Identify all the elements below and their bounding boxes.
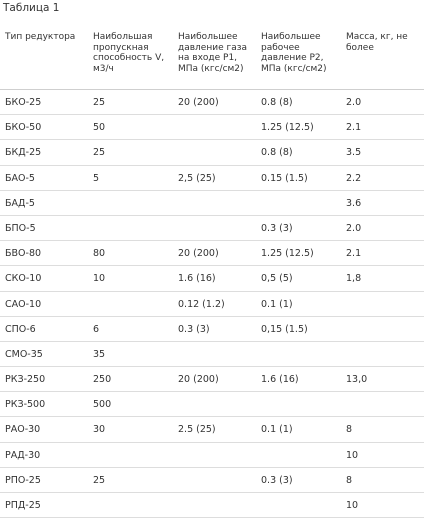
cell-reducer-type: БАО-5 — [5, 172, 35, 184]
cell-mass: 10 — [346, 449, 359, 461]
table-row: БВО-80 80 20 (200) 1.25 (12.5) 2.1 — [0, 241, 424, 267]
table-row: РКЗ-500 500 — [0, 392, 424, 418]
cell-max-inlet-pressure: 0.3 (3) — [178, 323, 210, 335]
cell-max-working-pressure: 1.25 (12.5) — [261, 248, 314, 260]
table-row: САО-10 0.12 (1.2) 0.1 (1) — [0, 292, 424, 317]
table-body: БКО-25 25 20 (200) 0.8 (8) 2.0 БКО-50 50 1.25 (… — [0, 90, 424, 518]
table-row: РПД-25 10 — [0, 493, 424, 518]
cell-max-working-pressure: 0.3 (3) — [261, 474, 293, 486]
cell-max-working-pressure: 0,15 (1.5) — [261, 323, 308, 335]
table-header-row: Тип редуктора Наибольшая пропускная спос… — [0, 24, 424, 90]
cell-max-capacity: 25 — [93, 147, 106, 159]
header-max-working-pressure: Наибольшее рабочее давление Р2, МПа (кгс… — [261, 32, 327, 74]
cell-max-inlet-pressure: 1.6 (16) — [178, 273, 216, 285]
cell-max-capacity: 25 — [93, 97, 106, 108]
cell-mass: 2.1 — [346, 248, 362, 260]
cell-mass: 2.0 — [346, 222, 362, 234]
cell-mass: 2.1 — [346, 122, 362, 134]
header-reducer-type: Тип редуктора — [5, 32, 76, 42]
cell-max-working-pressure: 0.15 (1.5) — [261, 172, 308, 184]
cell-max-working-pressure: 0.8 (8) — [261, 147, 293, 159]
cell-reducer-type: РАО-30 — [5, 424, 41, 436]
table-row: БАД-5 3.6 — [0, 191, 424, 216]
cell-max-working-pressure: 0.8 (8) — [261, 97, 293, 108]
cell-max-working-pressure: 0.1 (1) — [261, 298, 293, 310]
cell-mass: 2.0 — [346, 97, 362, 108]
cell-max-capacity: 500 — [93, 399, 112, 411]
cell-max-capacity: 25 — [93, 474, 106, 486]
cell-mass: 3.6 — [346, 197, 362, 209]
cell-reducer-type: БАД-5 — [5, 197, 35, 209]
cell-max-capacity: 5 — [93, 172, 100, 184]
cell-max-working-pressure: 0,5 (5) — [261, 273, 293, 285]
cell-max-working-pressure: 0.1 (1) — [261, 424, 293, 436]
table-row: БКО-50 50 1.25 (12.5) 2.1 — [0, 115, 424, 141]
table-row: РКЗ-250 250 20 (200) 1.6 (16) 13,0 — [0, 367, 424, 393]
table-row: БПО-5 0.3 (3) 2.0 — [0, 216, 424, 242]
cell-reducer-type: БКО-25 — [5, 97, 42, 108]
cell-max-capacity: 35 — [93, 348, 106, 360]
cell-max-working-pressure: 1.25 (12.5) — [261, 122, 314, 134]
reducer-table: Тип редуктора Наибольшая пропускная спос… — [0, 24, 424, 518]
cell-mass: 8 — [346, 424, 353, 436]
table-row: РАО-30 30 2.5 (25) 0.1 (1) 8 — [0, 417, 424, 443]
table-row: РПО-25 25 0.3 (3) 8 — [0, 468, 424, 493]
cell-reducer-type: РПД-25 — [5, 500, 41, 511]
table-caption: Таблица 1 — [3, 2, 60, 14]
cell-max-working-pressure: 0.3 (3) — [261, 222, 293, 234]
header-mass: Масса, кг, не более — [346, 32, 408, 53]
table-row: РАД-30 10 — [0, 443, 424, 468]
cell-max-inlet-pressure: 2.5 (25) — [178, 424, 216, 436]
cell-max-capacity: 6 — [93, 323, 100, 335]
table-row: БАО-5 5 2,5 (25) 0.15 (1.5) 2.2 — [0, 166, 424, 191]
cell-max-working-pressure: 1.6 (16) — [261, 374, 299, 386]
cell-reducer-type: СКО-10 — [5, 273, 42, 285]
cell-mass: 2.2 — [346, 172, 362, 184]
table-row: СКО-10 10 1.6 (16) 0,5 (5) 1,8 — [0, 266, 424, 292]
cell-reducer-type: РКЗ-500 — [5, 399, 46, 411]
table-row: СПО-6 6 0.3 (3) 0,15 (1.5) — [0, 317, 424, 342]
cell-reducer-type: РАД-30 — [5, 449, 41, 461]
cell-max-capacity: 80 — [93, 248, 106, 260]
cell-reducer-type: БВО-80 — [5, 248, 42, 260]
cell-reducer-type: БПО-5 — [5, 222, 36, 234]
cell-max-capacity: 10 — [93, 273, 106, 285]
cell-max-capacity: 50 — [93, 122, 106, 134]
cell-reducer-type: РКЗ-250 — [5, 374, 46, 386]
table-row: БКД-25 25 0.8 (8) 3.5 — [0, 140, 424, 166]
cell-max-inlet-pressure: 20 (200) — [178, 97, 219, 108]
cell-max-inlet-pressure: 20 (200) — [178, 248, 219, 260]
cell-max-capacity: 30 — [93, 424, 106, 436]
table-row: БКО-25 25 20 (200) 0.8 (8) 2.0 — [0, 90, 424, 116]
cell-mass: 13,0 — [346, 374, 368, 386]
cell-reducer-type: РПО-25 — [5, 474, 41, 486]
cell-max-inlet-pressure: 0.12 (1.2) — [178, 298, 225, 310]
table-row: СМО-35 35 — [0, 342, 424, 368]
cell-max-inlet-pressure: 2,5 (25) — [178, 172, 216, 184]
cell-max-inlet-pressure: 20 (200) — [178, 374, 219, 386]
header-max-inlet-pressure: Наибольшее давление газа на входе Р1, МП… — [178, 32, 248, 74]
cell-max-capacity: 250 — [93, 374, 112, 386]
header-max-capacity: Наибольшая пропускная способность V, м3/… — [93, 32, 165, 74]
cell-reducer-type: СМО-35 — [5, 348, 43, 360]
cell-reducer-type: САО-10 — [5, 298, 42, 310]
cell-mass: 3.5 — [346, 147, 362, 159]
cell-reducer-type: БКО-50 — [5, 122, 42, 134]
cell-reducer-type: СПО-6 — [5, 323, 36, 335]
cell-mass: 8 — [346, 474, 353, 486]
cell-reducer-type: БКД-25 — [5, 147, 42, 159]
cell-mass: 1,8 — [346, 273, 362, 285]
cell-mass: 10 — [346, 500, 359, 511]
